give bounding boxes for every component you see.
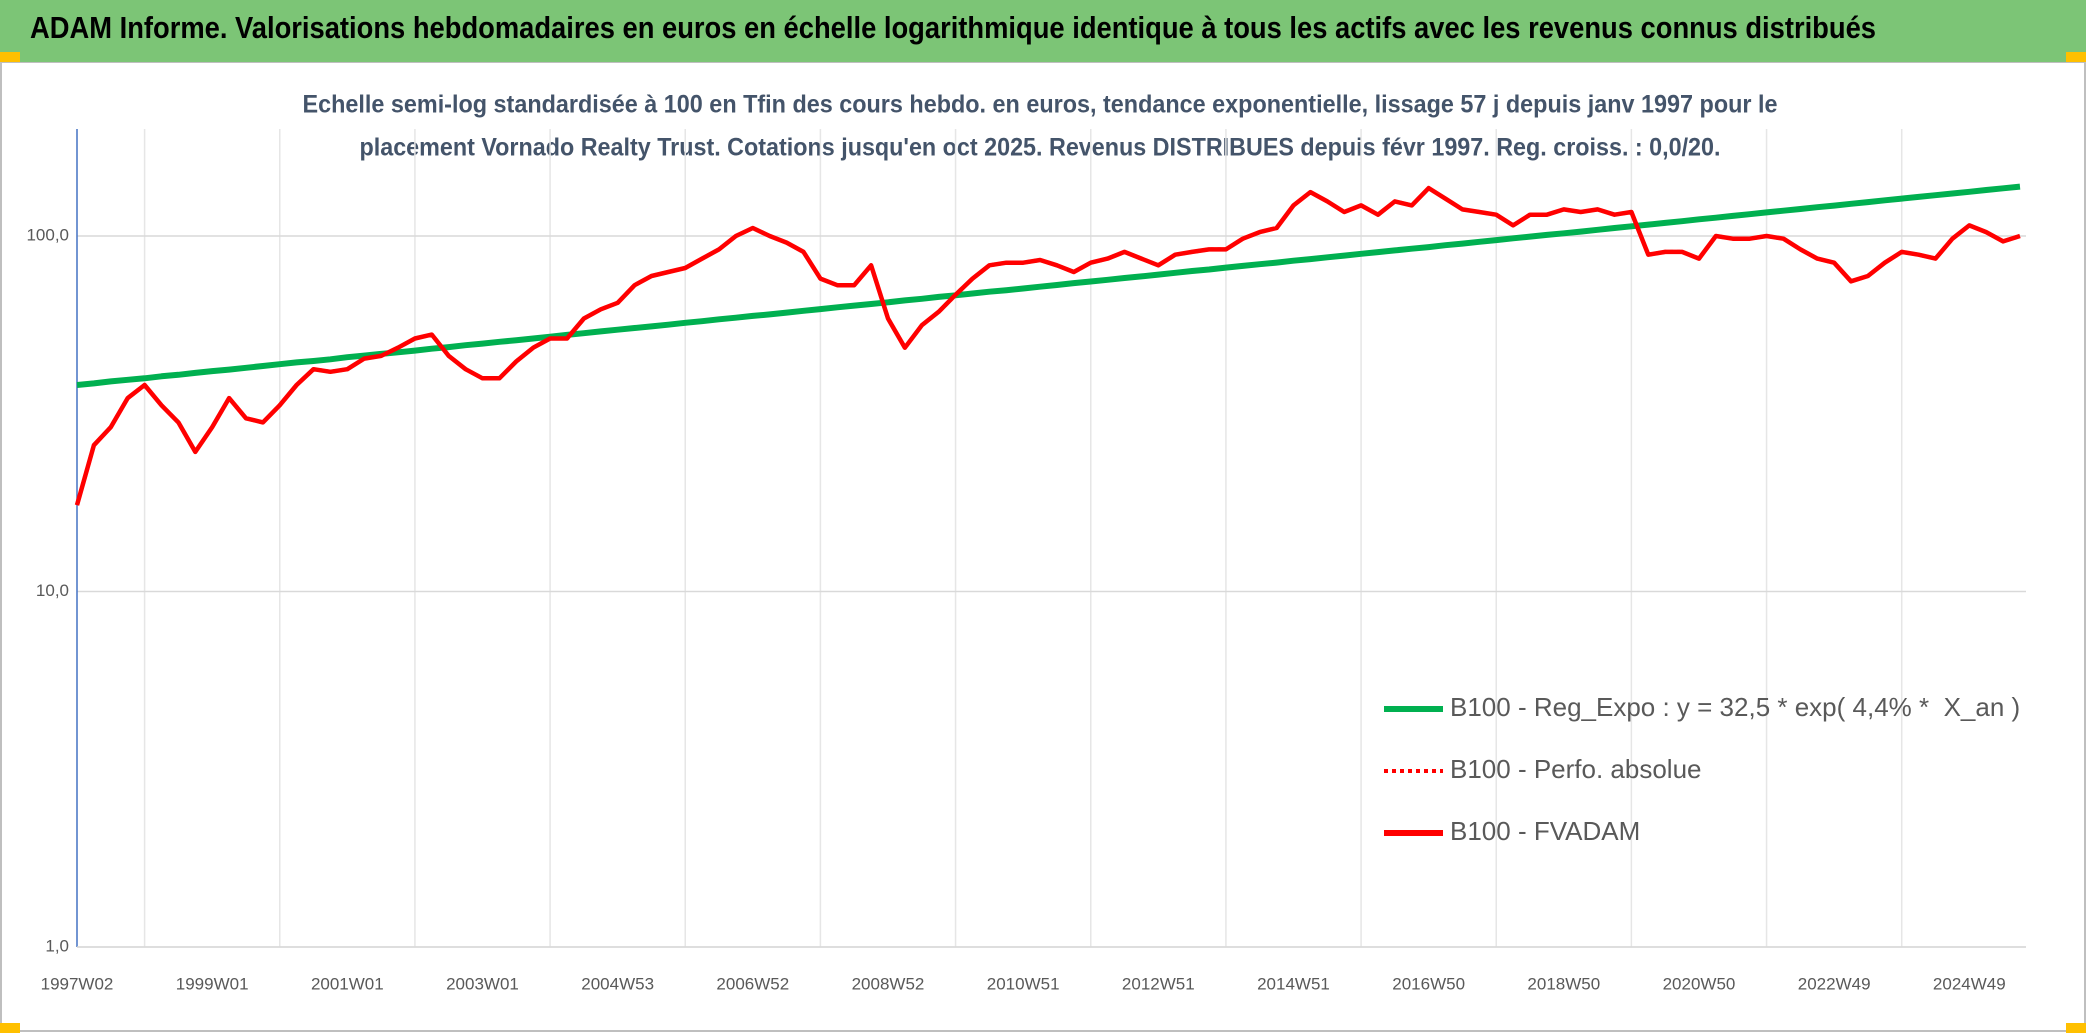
y-tick-label: 10,0 (36, 581, 69, 600)
legend-label: B100 - FVADAM (1450, 816, 1640, 846)
x-tick-label: 2024W49 (1933, 974, 2006, 993)
corner (0, 52, 20, 62)
x-tick-label: 2012W51 (1122, 974, 1195, 993)
x-tick-label: 2010W51 (987, 974, 1060, 993)
legend-label: B100 - Perfo. absolue (1450, 754, 1702, 784)
chart-subtitle: placement Vornado Realty Trust. Cotation… (360, 134, 1721, 162)
x-tick-label: 2022W49 (1798, 974, 1871, 993)
x-tick-label: 2014W51 (1257, 974, 1330, 993)
x-tick-label: 2003W01 (446, 974, 519, 993)
legend-label: B100 - Reg_Expo : y = 32,5 * exp( 4,4% *… (1450, 692, 2020, 722)
series-line (74, 185, 2021, 506)
corner (2066, 52, 2086, 62)
series-line (76, 183, 2021, 388)
x-tick-label: 2018W50 (1527, 974, 1600, 993)
x-tick-label: 1997W02 (41, 974, 114, 993)
x-tick-label: 2004W53 (581, 974, 654, 993)
y-tick-label: 1,0 (45, 936, 69, 955)
x-tick-label: 2016W50 (1392, 974, 1465, 993)
x-tick-label: 2001W01 (311, 974, 384, 993)
corner (2066, 1023, 2086, 1033)
y-tick-label: 100,0 (26, 225, 69, 244)
title-bar (0, 0, 2086, 62)
x-tick-label: 1999W01 (176, 974, 249, 993)
x-tick-label: 2020W50 (1663, 974, 1736, 993)
chart-title: ADAM Informe. Valorisations hebdomadaire… (30, 10, 1876, 45)
chart-subtitle: Echelle semi-log standardisée à 100 en T… (303, 91, 1778, 119)
x-tick-label: 2008W52 (852, 974, 925, 993)
corner (0, 1023, 20, 1033)
x-tick-label: 2006W52 (716, 974, 789, 993)
